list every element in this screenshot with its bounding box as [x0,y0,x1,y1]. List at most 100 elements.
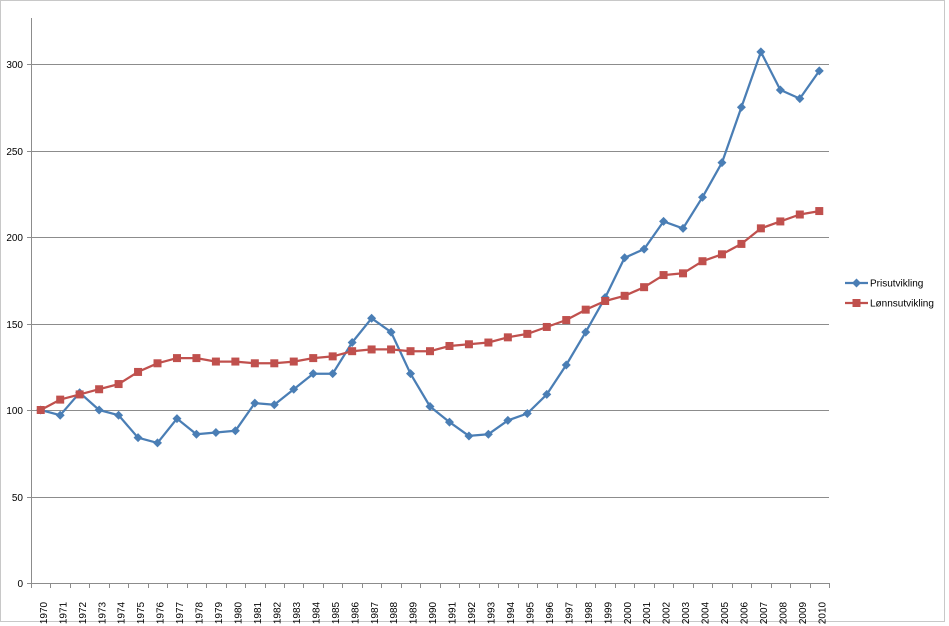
x-tick-label: 1970 [39,601,50,624]
x-tick-label: 1972 [78,601,89,624]
data-point [698,257,707,266]
x-tick-label: 1990 [428,601,439,624]
data-point [367,345,376,354]
y-tick-label: 100 [6,406,23,417]
y-tick-label: 200 [6,233,23,244]
x-tick-label: 2007 [759,601,770,624]
data-point [561,360,571,370]
x-tick-label: 2006 [740,601,751,624]
data-point [347,338,357,348]
axes [31,18,829,584]
data-point [717,250,726,259]
series-lonnsutvikling [36,207,824,414]
data-point [737,239,746,248]
data-point [620,291,629,300]
x-tick-label: 1977 [175,601,186,624]
gridlines [31,64,829,498]
legend: Prisutvikling Lønnsutvikling [845,278,934,310]
x-tick-label: 1998 [584,601,595,624]
data-point [153,359,162,368]
data-point [211,357,220,366]
data-point [483,429,493,439]
x-tick-label: 1994 [506,601,517,624]
data-point [328,352,337,361]
data-point [231,357,240,366]
data-point [406,347,415,356]
data-point [717,158,727,168]
data-point [542,389,552,399]
data-point [815,207,824,216]
data-point [503,415,513,425]
data-point [191,429,201,439]
x-tick-label: 1978 [195,601,206,624]
data-point [75,390,84,399]
data-point [795,94,805,104]
data-point [679,269,688,278]
data-point [756,47,766,57]
data-point [387,345,396,354]
y-tick-label: 150 [6,320,23,331]
x-tick-label: 1995 [525,601,536,624]
x-tick-label: 2000 [623,601,634,624]
x-tick-label: 1973 [97,601,108,624]
x-tick-label: 2002 [662,601,673,624]
x-tick-label: 1985 [331,601,342,624]
x-tick-label: 1981 [253,601,264,624]
data-point [756,224,765,233]
data-point [425,402,435,412]
data-point [659,271,668,280]
x-tick-label: 1984 [311,601,322,624]
data-point [134,367,143,376]
x-tick-label: 1993 [487,601,498,624]
data-point [250,398,260,408]
data-point [192,354,201,363]
data-point [308,369,318,379]
x-tick-label: 1976 [156,601,167,624]
x-axis-ticks: 1970 1971 1972 1973 1974 1975 1976 1977 1978 1979… [31,583,830,624]
data-point [736,102,746,112]
y-tick-label: 300 [6,60,23,71]
data-point [269,400,279,410]
data-point [640,283,649,292]
data-point [95,385,104,394]
data-point [697,192,707,202]
data-point [581,327,591,337]
data-point [503,333,512,342]
series-group [36,47,824,448]
x-tick-label: 2004 [701,601,712,624]
data-point [289,357,298,366]
data-point [464,431,474,441]
data-point [444,417,454,427]
data-point [484,338,493,347]
data-point [348,347,357,356]
x-tick-label: 1975 [136,601,147,624]
data-point [55,410,65,420]
data-point [309,354,318,363]
legend-marker [852,278,861,288]
data-point [36,406,45,414]
x-tick-label: 1974 [117,601,128,624]
data-point [678,223,688,233]
data-point [639,244,649,254]
y-tick-label: 50 [12,493,24,504]
x-tick-label: 1986 [350,601,361,624]
data-point [426,347,434,356]
data-point [406,369,416,379]
data-point [620,253,630,263]
x-tick-label: 1982 [272,601,283,624]
data-point [230,426,240,436]
data-point [172,414,182,424]
x-tick-label: 1999 [603,601,614,624]
data-point [328,369,338,379]
data-point [562,316,571,325]
data-point [153,438,163,448]
x-tick-label: 2005 [720,601,731,624]
data-point [523,329,532,338]
x-tick-label: 1996 [545,601,556,624]
data-point [814,66,824,76]
data-point [775,85,785,95]
x-tick-label: 1992 [467,601,478,624]
